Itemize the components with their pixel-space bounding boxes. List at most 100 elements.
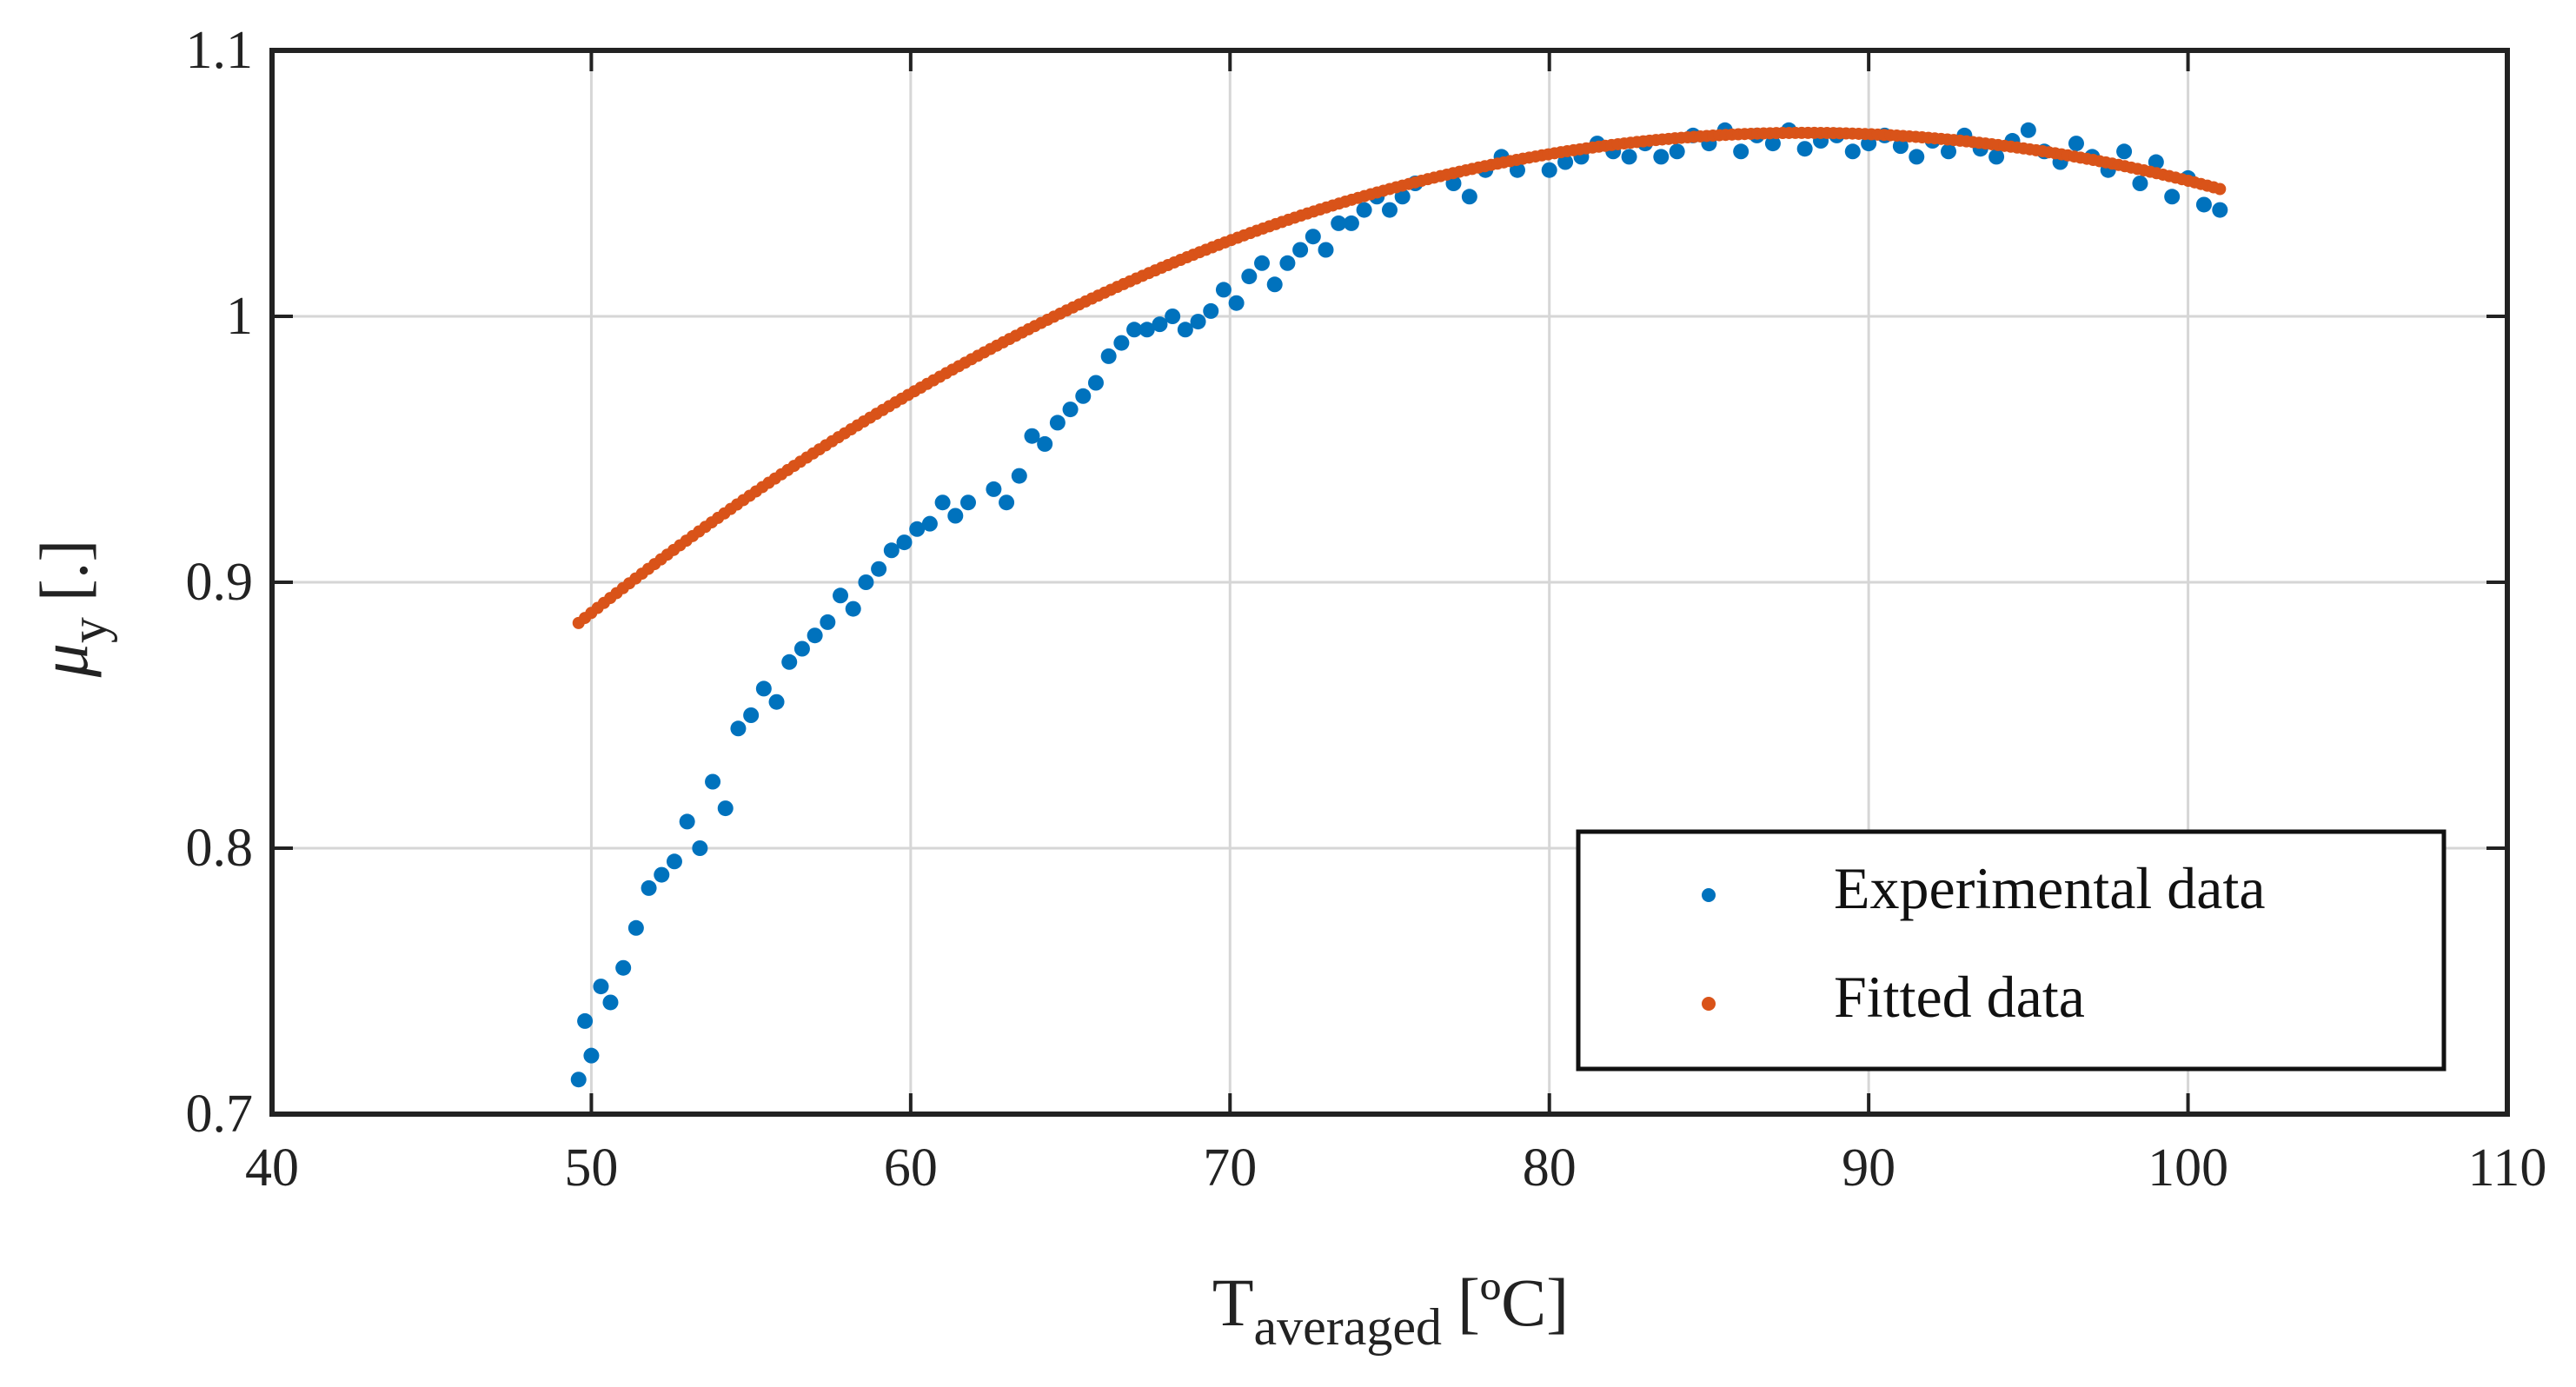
experimental-point [921,515,938,532]
experimental-point [1764,136,1781,152]
experimental-point [1203,302,1219,319]
experimental-point [1139,322,1155,338]
experimental-point [1988,149,2005,165]
experimental-point [2212,202,2228,218]
legend-experimental-label: Experimental data [1834,855,2266,921]
experimental-point [654,866,670,883]
experimental-point [1305,229,1321,245]
y-axis-title: μy [.] [26,540,117,679]
x-axis-ticks: 40 50 60 70 80 90 100 110 [245,50,2546,1198]
experimental-point [1177,322,1193,338]
y-tick-label: 0.8 [186,819,254,878]
experimental-point [807,627,823,644]
experimental-point [577,1012,594,1029]
experimental-point [1241,269,1258,285]
experimental-point [959,494,976,511]
experimental-point [730,720,747,737]
experimental-point [1892,138,1909,155]
experimental-point [1941,143,1956,160]
experimental-point [947,508,964,524]
experimental-point [858,574,874,590]
x-tick-label: 50 [564,1138,618,1198]
experimental-point [602,994,619,1011]
x-tick-label: 90 [1842,1138,1895,1198]
experimental-point [1152,316,1168,333]
experimental-point [1653,149,1670,165]
experimental-point [1356,202,1372,218]
experimental-point [909,521,926,537]
legend-fitted-marker [1702,997,1716,1011]
experimental-point [781,654,798,670]
experimental-point [1909,149,1925,165]
experimental-point [1037,435,1053,452]
x-tick-label: 80 [1523,1138,1577,1198]
experimental-point [2116,143,2133,160]
experimental-point [1228,295,1245,311]
y-tick-label: 0.7 [186,1085,254,1144]
experimental-point [1126,322,1143,338]
experimental-point [2020,122,2036,138]
x-tick-label: 110 [2468,1138,2547,1198]
experimental-point [1087,375,1104,391]
experimental-point [1100,348,1117,364]
experimental-point [1165,309,1181,324]
experimental-point [1541,162,1557,178]
x-tick-label: 40 [245,1138,299,1198]
experimental-point [1279,255,1296,271]
x-tick-label: 100 [2148,1138,2228,1198]
y-axis-title-unit: [.] [26,540,102,601]
x-axis-title-unit: [ºC] [1457,1264,1569,1340]
experimental-point [1190,314,1206,330]
experimental-point [2132,176,2148,191]
experimental-point [641,879,657,896]
experimental-point [883,542,900,559]
experimental-point [593,979,609,995]
experimental-point [1113,335,1130,351]
experimental-point [627,919,644,936]
x-axis-title-sub: averaged [1253,1298,1442,1356]
y-tick-label: 1.1 [186,21,254,80]
x-axis-title-main: T [1212,1264,1254,1340]
experimental-point [833,587,849,604]
experimental-point [1266,276,1283,293]
y-tick-label: 0.9 [186,553,254,612]
experimental-point [1331,215,1347,231]
legend: Experimental data Fitted data [1576,829,2447,1072]
experimental-point [743,707,760,723]
fitted-point [2214,182,2227,196]
experimental-point [1733,143,1749,160]
experimental-point [1621,149,1637,165]
experimental-point [717,800,734,817]
x-axis-title: Taveraged [ºC] [1212,1264,1569,1356]
experimental-point [1844,143,1861,160]
experimental-point [1796,141,1813,157]
y-axis-title-sub: y [60,617,117,643]
experimental-point [845,601,861,617]
experimental-point [1215,282,1232,298]
experimental-point [1292,242,1309,258]
y-axis-ticks: 0.7 0.8 0.9 1 1.1 [186,21,2507,1144]
experimental-point [583,1047,600,1064]
experimental-point [2164,189,2181,205]
experimental-point [1669,143,1685,160]
legend-box [1576,829,2447,1072]
experimental-point [986,481,1002,497]
experimental-point [1075,388,1092,404]
experimental-point [1011,468,1027,484]
experimental-point [679,813,695,830]
experimental-point [896,534,913,551]
experimental-point [1318,242,1334,258]
experimental-point [1461,189,1477,205]
x-tick-label: 70 [1203,1138,1257,1198]
experimental-point [871,561,887,577]
y-tick-label: 1 [226,287,253,346]
experimental-point [755,680,772,697]
experimental-point [1062,402,1079,418]
experimental-point [934,494,951,511]
experimental-point [1343,215,1359,231]
y-axis-title-main: μ [26,643,102,678]
experimental-point [692,840,708,856]
experimental-point [615,959,632,976]
experimental-point [1382,202,1398,218]
experimental-point [705,773,721,790]
